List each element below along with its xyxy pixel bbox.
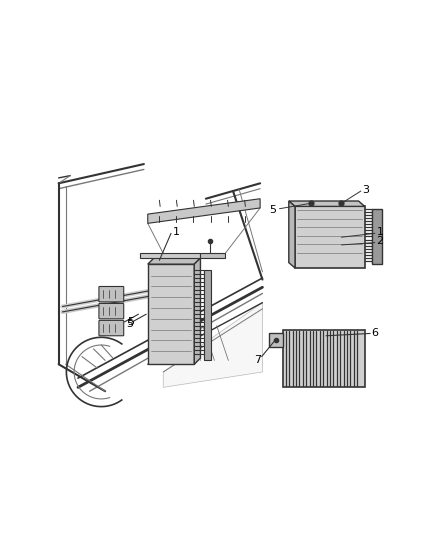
Polygon shape [148,199,260,223]
Text: 5: 5 [126,319,133,329]
FancyBboxPatch shape [99,303,124,319]
Polygon shape [295,206,365,268]
Text: 5: 5 [127,317,134,327]
Polygon shape [163,303,262,387]
Polygon shape [140,253,201,258]
Polygon shape [289,201,365,206]
Polygon shape [148,258,201,264]
Polygon shape [289,201,295,268]
Text: 1: 1 [173,227,180,237]
Polygon shape [372,209,382,264]
Text: 1: 1 [376,227,383,237]
Text: 6: 6 [372,328,379,338]
Polygon shape [283,329,365,387]
Polygon shape [194,258,201,364]
FancyBboxPatch shape [99,287,124,302]
Text: 7: 7 [254,356,261,366]
Text: 5: 5 [269,205,276,215]
Polygon shape [201,253,225,258]
Polygon shape [269,334,283,346]
FancyBboxPatch shape [99,320,124,336]
Polygon shape [148,264,194,364]
Polygon shape [204,270,211,360]
Text: 2: 2 [376,236,384,246]
Text: 3: 3 [362,185,369,195]
